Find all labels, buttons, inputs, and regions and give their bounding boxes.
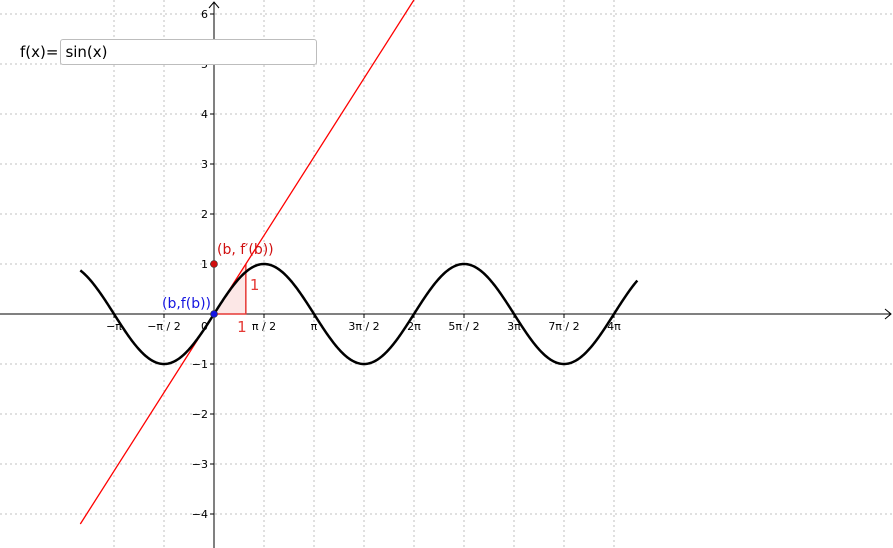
y-tick-label-9: −4 — [192, 508, 208, 521]
input-bar: f(x)= — [20, 39, 318, 65]
y-axis-arrow-icon — [208, 1, 220, 9]
function-curve-sin[interactable] — [79, 262, 639, 366]
point-b-fpb-label: (b, f′(b)) — [217, 242, 274, 258]
slope-run-label: 1 — [237, 318, 247, 336]
y-tick-label-6: −1 — [192, 358, 208, 371]
function-input[interactable] — [60, 39, 318, 65]
x-tick-label-8: 7π / 2 — [548, 320, 579, 333]
slope-triangle-edges — [214, 264, 247, 315]
y-tick-label-5: 1 — [201, 258, 208, 271]
y-tick-label-4: 2 — [201, 208, 208, 221]
point-b-fpb[interactable] — [210, 260, 218, 268]
slope-rise-label: 1 — [250, 276, 260, 294]
points: (b,f(b)) (b, f′(b)) — [162, 242, 274, 318]
tangent-line[interactable] — [79, 0, 415, 525]
x-tick-label-6: 5π / 2 — [448, 320, 479, 333]
point-b-fb-label: (b,f(b)) — [162, 296, 211, 312]
y-tick-label-0: 6 — [201, 8, 208, 21]
x-tick-label-9: 4π — [607, 320, 621, 333]
y-tick-label-3: 3 — [201, 158, 208, 171]
x-tick-label-5: 2π — [407, 320, 421, 333]
y-tick-label-8: −3 — [192, 458, 208, 471]
input-label: f(x)= — [20, 43, 59, 61]
x-tick-label-2: π / 2 — [252, 320, 276, 333]
x-tick-label-1: −π / 2 — [147, 320, 181, 333]
x-tick-label-0: −π — [106, 320, 122, 333]
x-tick-label-4: 3π / 2 — [348, 320, 379, 333]
x-axis-arrow-icon — [884, 308, 892, 320]
y-tick-label-2: 4 — [201, 108, 208, 121]
point-b-fb[interactable] — [210, 310, 218, 318]
x-tick-label-7: 3π — [507, 320, 521, 333]
x-tick-label-3: π — [311, 320, 318, 333]
origin-label: 0 — [201, 320, 208, 333]
y-tick-label-7: −2 — [192, 408, 208, 421]
